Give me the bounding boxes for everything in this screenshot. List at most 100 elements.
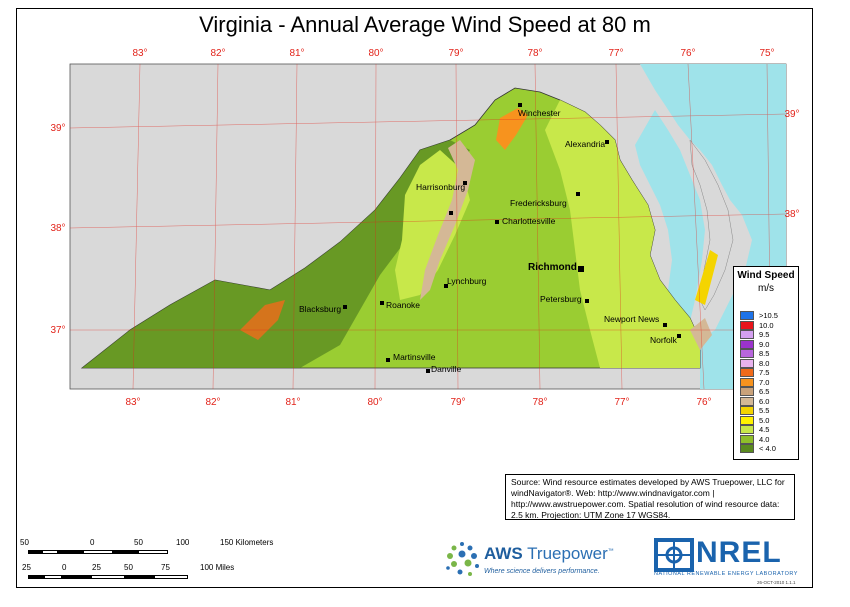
legend-swatch — [740, 358, 754, 368]
legend-swatch — [740, 320, 754, 330]
staunton-marker — [449, 211, 453, 215]
km-scale-bar — [28, 550, 168, 554]
legend-label: 6.5 — [759, 387, 770, 396]
legend-swatch — [740, 406, 754, 416]
source-note: Source: Wind resource estimates develope… — [505, 474, 795, 520]
legend-label: 7.0 — [759, 377, 770, 387]
top-longitude-label: 81° — [289, 48, 304, 59]
newport-news-marker — [663, 323, 667, 327]
bottom-longitude-label: 82° — [205, 397, 220, 408]
date-stamp: 26-OCT-2010 1.1.1 — [757, 580, 796, 585]
legend-label: >10.5 — [759, 311, 778, 320]
legend-units: m/s — [757, 283, 775, 294]
charlottesville-marker — [495, 220, 499, 224]
nrel-emblem-icon — [654, 538, 694, 572]
nrel-logo: NREL NATIONAL RENEWABLE ENERGY LABORATOR… — [654, 536, 800, 582]
top-longitude-labels: 83° 82° 81° 80° 79° 78° 77° 76° 75° — [132, 48, 774, 59]
mile-scale-label: 25 — [22, 563, 31, 572]
martinsville-marker — [386, 358, 390, 362]
valley-zone — [395, 150, 470, 300]
km-scale-label: 50 — [134, 538, 143, 547]
top-longitude-label: 75° — [759, 48, 774, 59]
aws-brand-name: AWS Truepower™ — [484, 544, 614, 563]
city-petersburg: Petersburg — [540, 294, 582, 304]
legend-label: 10.0 — [759, 320, 774, 330]
left-latitude-labels: 39° 38° 37° — [50, 123, 65, 336]
legend-row: 7.5 — [740, 368, 778, 378]
coast-sandbar — [690, 318, 712, 350]
roanoke-marker — [380, 301, 384, 305]
legend-row: 9.5 — [740, 330, 778, 340]
legend-row: 5.0 — [740, 416, 778, 426]
legend-label: 5.5 — [759, 406, 770, 415]
legend-label: 5.0 — [759, 415, 770, 425]
legend-row: 10.0 — [740, 321, 778, 331]
legend-row: >10.5 — [740, 311, 778, 321]
km-scale-label: 150 Kilometers — [220, 538, 274, 547]
legend-label: 7.5 — [759, 368, 770, 377]
bottom-longitude-label: 77° — [614, 397, 629, 408]
right-latitude-label: 38° — [784, 209, 799, 220]
legend-label: 8.5 — [759, 349, 770, 358]
parallel-line — [69, 113, 787, 129]
mountain-low-zone — [82, 140, 470, 368]
legend-title: Wind Speed — [737, 270, 795, 281]
km-scale-label: 50 — [20, 538, 29, 547]
mile-scale-bar — [28, 575, 188, 579]
legend-label: 9.5 — [759, 330, 770, 339]
bottom-longitude-label: 83° — [125, 397, 140, 408]
bottom-longitude-label: 79° — [450, 397, 465, 408]
city-newport-news: Newport News — [604, 314, 659, 324]
legend-row: 6.0 — [740, 397, 778, 407]
lynchburg-marker — [444, 284, 448, 288]
mile-scale-label: 25 — [92, 563, 101, 572]
legend-swatch — [740, 311, 754, 321]
legend-row: 9.0 — [740, 340, 778, 350]
city-lynchburg: Lynchburg — [447, 276, 487, 286]
km-scale-label: 0 — [90, 538, 95, 547]
meridian-line — [212, 63, 219, 390]
legend-swatch — [740, 444, 754, 454]
nrel-subtitle: NATIONAL RENEWABLE ENERGY LABORATORY — [654, 571, 798, 577]
mile-scale-label: 100 Miles — [200, 563, 235, 572]
legend-swatch — [740, 368, 754, 378]
legend-swatch — [740, 434, 754, 444]
left-latitude-label: 39° — [50, 123, 65, 134]
legend-swatch — [740, 396, 754, 406]
alexandria-marker — [605, 140, 609, 144]
legend-swatch — [740, 330, 754, 340]
legend-row: 7.0 — [740, 378, 778, 388]
legend-label: < 4.0 — [759, 444, 776, 453]
top-longitude-label: 76° — [680, 48, 695, 59]
mile-scale-label: 75 — [161, 563, 170, 572]
mile-scale-label: 50 — [124, 563, 133, 572]
blue-ridge-ridge — [420, 140, 475, 300]
legend-row: 4.5 — [740, 425, 778, 435]
nrel-wordmark: NREL — [696, 536, 782, 569]
mile-scale-label: 0 — [62, 563, 67, 572]
legend-label: 9.0 — [759, 339, 770, 349]
legend-label: 4.5 — [759, 425, 770, 434]
winchester-marker — [518, 103, 522, 107]
chesapeake-bay — [635, 110, 705, 345]
map-title: Virginia - Annual Average Wind Speed at … — [199, 12, 651, 37]
top-longitude-label: 77° — [608, 48, 623, 59]
legend-label: 8.0 — [759, 358, 770, 368]
top-longitude-label: 82° — [210, 48, 225, 59]
bottom-longitude-labels: 83° 82° 81° 80° 79° 78° 77° 76° — [125, 397, 711, 408]
bottom-longitude-label: 80° — [367, 397, 382, 408]
city-alexandria: Alexandria — [565, 139, 605, 149]
meridian-line — [534, 63, 541, 390]
meridian-line — [292, 63, 298, 390]
ridge-high-north — [496, 108, 528, 150]
city-charlottesville: Charlottesville — [502, 216, 556, 226]
bottom-longitude-label: 78° — [532, 397, 547, 408]
city-martinsville: Martinsville — [393, 352, 436, 362]
legend-label: 4.0 — [759, 434, 770, 444]
legend-rows: >10.5 10.0 9.5 9.0 8.5 8.0 7.5 7.0 6.5 6.0 5.5 5.0 4… — [740, 311, 778, 454]
city-winchester: Winchester — [518, 108, 561, 118]
top-longitude-label: 83° — [132, 48, 147, 59]
city-roanoke: Roanoke — [386, 300, 420, 310]
legend-row: 5.5 — [740, 406, 778, 416]
